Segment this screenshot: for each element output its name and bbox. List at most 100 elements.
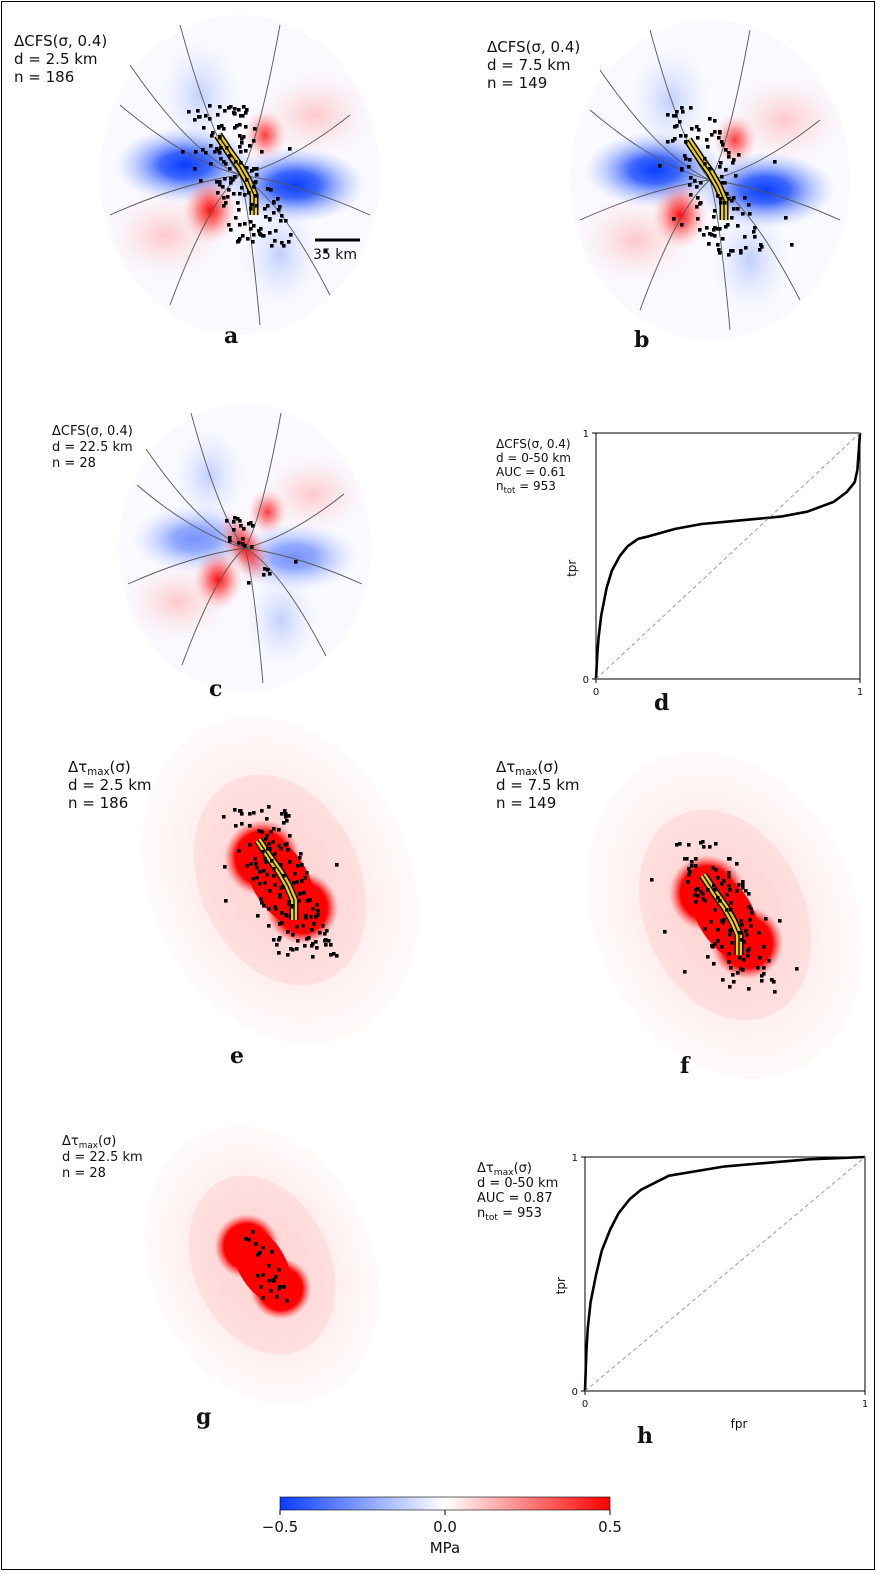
event-marker (703, 899, 707, 903)
event-marker (689, 176, 693, 180)
event-marker (722, 879, 726, 883)
roc-annotation-line: d = 0-50 km (477, 1176, 558, 1191)
panel-letter-c: c (209, 676, 222, 702)
event-marker (285, 819, 289, 823)
event-marker (716, 227, 720, 231)
event-marker (675, 124, 679, 128)
event-marker (288, 147, 292, 151)
roc-y-axis-label: tpr (554, 1277, 568, 1294)
event-marker (222, 204, 226, 208)
event-marker (687, 165, 691, 169)
event-marker (250, 169, 254, 173)
event-marker (237, 849, 241, 853)
event-marker (724, 225, 728, 229)
event-marker (718, 165, 722, 169)
event-marker (237, 108, 241, 112)
event-marker (244, 111, 248, 115)
event-marker (267, 805, 271, 809)
event-marker (727, 960, 731, 964)
event-marker (325, 929, 329, 933)
event-marker (681, 110, 685, 114)
event-marker (724, 148, 728, 152)
event-marker (770, 978, 774, 982)
event-marker (729, 901, 733, 905)
event-marker (232, 528, 236, 532)
event-marker (261, 850, 265, 854)
event-marker (302, 891, 306, 895)
event-marker (273, 883, 277, 887)
zero-contour-line (244, 547, 264, 684)
event-marker (291, 948, 295, 952)
negative-lobe-pale (710, 205, 790, 315)
event-marker (268, 847, 272, 851)
event-marker (264, 860, 268, 864)
roc-curve (594, 432, 862, 680)
event-marker (729, 966, 733, 970)
event-marker (241, 542, 245, 546)
event-marker (216, 180, 220, 184)
event-marker (773, 990, 777, 994)
event-marker (279, 886, 283, 890)
event-marker (688, 183, 692, 187)
event-marker (210, 134, 214, 138)
event-marker (278, 895, 282, 899)
event-marker (658, 164, 662, 168)
event-marker (256, 1253, 260, 1257)
event-marker (280, 921, 284, 925)
event-marker (705, 138, 709, 142)
event-marker (240, 822, 244, 826)
event-marker (698, 228, 702, 232)
event-marker (708, 117, 712, 121)
event-marker (232, 192, 236, 196)
event-marker (731, 161, 735, 165)
event-marker (249, 862, 253, 866)
event-marker (744, 246, 748, 250)
event-marker (222, 160, 226, 164)
event-marker (321, 924, 325, 928)
event-marker (741, 212, 745, 216)
zero-contour-line (190, 412, 246, 549)
event-marker (268, 217, 272, 221)
event-marker (218, 151, 222, 155)
event-marker (242, 135, 246, 139)
roc-y-tick-label: 1 (583, 429, 589, 440)
event-marker (222, 196, 226, 200)
event-marker (278, 936, 282, 940)
roc-annotation-line: ΔCFS(σ, 0.4) (496, 437, 571, 451)
event-marker (764, 917, 768, 921)
event-marker (271, 840, 275, 844)
event-marker (694, 864, 698, 868)
event-marker (767, 959, 771, 963)
event-marker (301, 924, 305, 928)
event-marker (234, 216, 238, 220)
event-marker (680, 223, 684, 227)
event-marker (730, 199, 734, 203)
event-marker (721, 921, 725, 925)
event-marker (716, 928, 720, 932)
event-marker (267, 1279, 271, 1283)
event-marker (685, 857, 689, 861)
event-marker (238, 134, 242, 138)
event-marker (674, 114, 678, 118)
event-marker (278, 922, 282, 926)
event-marker (303, 876, 307, 880)
event-marker (675, 110, 679, 114)
event-marker (748, 212, 752, 216)
event-marker (249, 207, 253, 211)
event-marker (773, 160, 777, 164)
event-marker (711, 945, 715, 949)
event-marker (688, 158, 692, 162)
roc-y-axis-label: tpr (565, 560, 579, 577)
event-marker (249, 220, 253, 224)
event-marker (727, 952, 731, 956)
event-marker (239, 161, 243, 165)
event-marker (236, 201, 240, 205)
zero-contour-line (244, 547, 327, 657)
event-marker (721, 978, 725, 982)
event-marker (683, 154, 687, 158)
event-marker (699, 841, 703, 845)
event-marker (702, 845, 706, 849)
event-marker (287, 900, 291, 904)
event-marker (694, 900, 698, 904)
event-marker (215, 147, 219, 151)
